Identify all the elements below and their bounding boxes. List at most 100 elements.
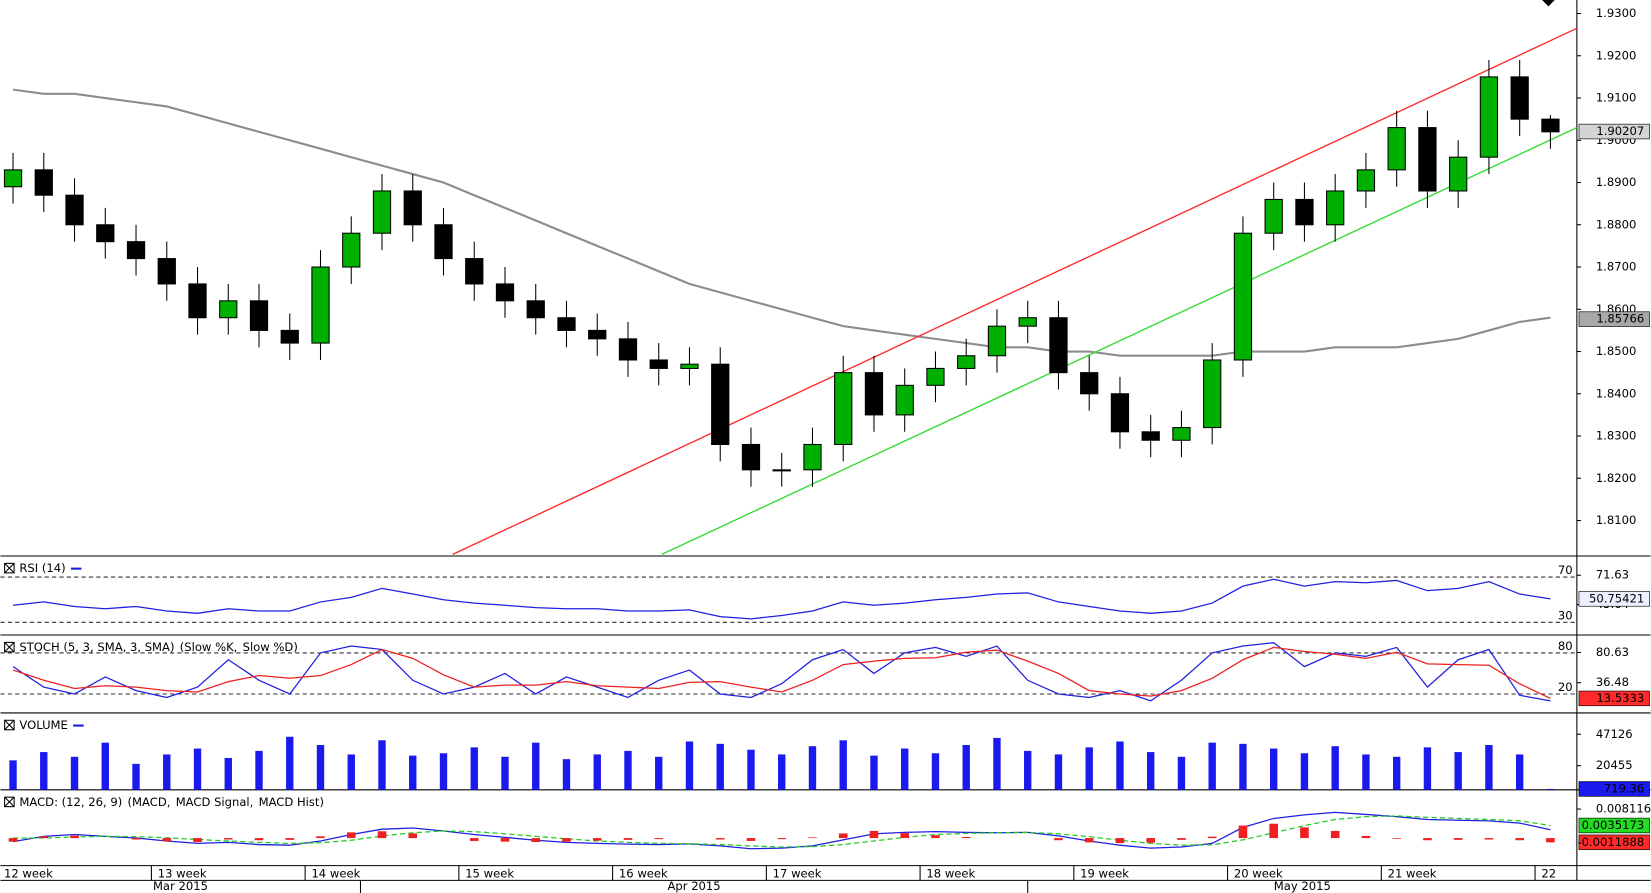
volume-bar [962,745,970,790]
price-tag [1578,690,1650,707]
candle-body [280,329,299,344]
moving-average [12,88,1551,357]
candle-body [711,363,730,446]
price-tag [1578,591,1650,607]
volume-bar [624,750,632,790]
week-label: 17 week [773,867,822,881]
level-label: 30 [1558,609,1573,623]
volume-bar [347,754,355,790]
histogram-bar [1546,838,1555,843]
candle-body [1387,127,1406,171]
histogram-bar [469,838,479,841]
volume-bar [1177,756,1186,790]
candle-body [1510,76,1529,120]
candle-body [311,266,330,344]
candle-body [526,300,545,319]
candle-body [1141,431,1160,441]
price-tag-label: 719.36 [1604,781,1645,795]
volume-bar [1515,754,1524,790]
candle-body [219,300,238,319]
price-tag-label: 0.0035173 [1582,818,1645,832]
histogram-bar [654,838,664,840]
series-line [12,642,1551,702]
month-label: Mar 2015 [153,879,208,893]
week-label: 19 week [1080,867,1129,881]
volume-bar [193,748,202,790]
volume-bar [901,748,909,790]
candle-body [1541,118,1560,133]
candle-body [1418,127,1437,192]
volume-bar [808,746,817,790]
histogram-bar [1207,836,1217,839]
legend-entry: Slow %D) [243,640,298,654]
candle-body [680,363,699,369]
volume-bar [1116,741,1124,790]
candle-body [1479,76,1499,158]
volume-bar [532,742,540,790]
histogram-bar [869,830,879,839]
series-line [12,578,1551,620]
week-label: 16 week [619,867,668,881]
volume-bar [747,749,755,790]
price-tag-label: 50.75421 [1589,591,1644,605]
candle-body [1356,169,1376,192]
channel-line [452,27,1578,555]
histogram-bar [285,838,295,840]
panel-title: STOCH (5, 3, SMA, 3, SMA) [19,640,174,654]
volume-bar [1085,747,1093,790]
histogram-bar [1084,838,1094,843]
candle-body [1295,198,1314,226]
volume-bar [224,757,232,790]
histogram-bar [1054,838,1063,841]
candle-body [465,258,484,285]
histogram-bar [254,838,264,841]
candle-body [649,359,668,369]
histogram-bar [377,831,387,839]
y-tick-label: 1.9100 [1596,91,1637,105]
histogram-bar [715,838,725,840]
level-label: 70 [1558,563,1573,577]
candle-body [434,224,453,260]
histogram-bar [316,836,325,839]
volume-bar [1392,756,1401,790]
candle-body [987,325,1007,357]
price-tag-label: -0.0011888 [1577,835,1644,849]
y-tick-label: 1.8400 [1596,386,1637,400]
volume-bar [40,752,48,790]
histogram-bar [592,838,602,841]
candle-body [372,190,392,234]
week-label: 14 week [311,867,360,881]
series-line [12,646,1551,699]
week-label: 12 week [4,867,53,881]
candle-body [495,283,515,302]
volume-bar [993,737,1001,790]
y-tick-label: 1.9200 [1596,48,1637,62]
candle-body [1233,232,1253,361]
histogram-bar [1453,838,1463,840]
y-tick-label: 1.9300 [1596,6,1637,20]
volume-bar [70,756,79,790]
panel-toggle-x [4,641,15,653]
candle-body [249,300,269,331]
histogram-bar [193,838,202,843]
volume-bar [562,759,571,790]
candle-body [1110,393,1130,433]
histogram-bar [1177,838,1186,840]
volume-bar [9,760,17,790]
histogram-bar [70,835,79,839]
candle-body [741,443,761,471]
channel-line [661,126,1578,555]
histogram-bar [162,838,172,842]
volume-bar [1024,750,1032,790]
y-tick-label: 47126 [1596,727,1633,741]
week-label: 13 week [158,867,207,881]
week-label: 20 week [1234,867,1283,881]
volume-bar [1147,752,1155,790]
price-tag [1578,817,1650,834]
candle-body [803,443,822,471]
candle-body [1326,190,1345,226]
month-label: May 2015 [1274,879,1331,893]
price-tag-label: 1.85766 [1596,312,1644,326]
